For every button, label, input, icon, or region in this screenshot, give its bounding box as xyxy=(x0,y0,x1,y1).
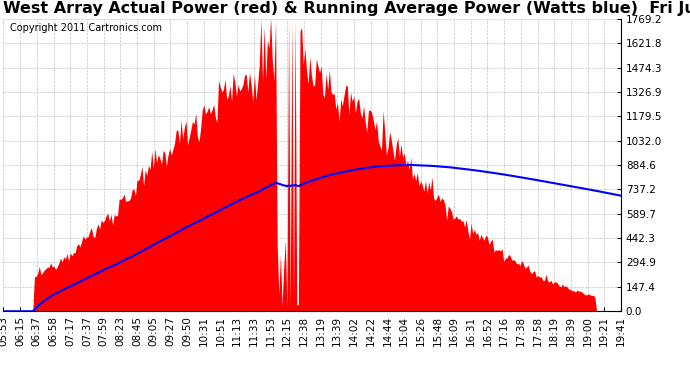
Text: Copyright 2011 Cartronics.com: Copyright 2011 Cartronics.com xyxy=(10,23,161,33)
Text: West Array Actual Power (red) & Running Average Power (Watts blue)  Fri Jul 8 20: West Array Actual Power (red) & Running … xyxy=(3,1,690,16)
